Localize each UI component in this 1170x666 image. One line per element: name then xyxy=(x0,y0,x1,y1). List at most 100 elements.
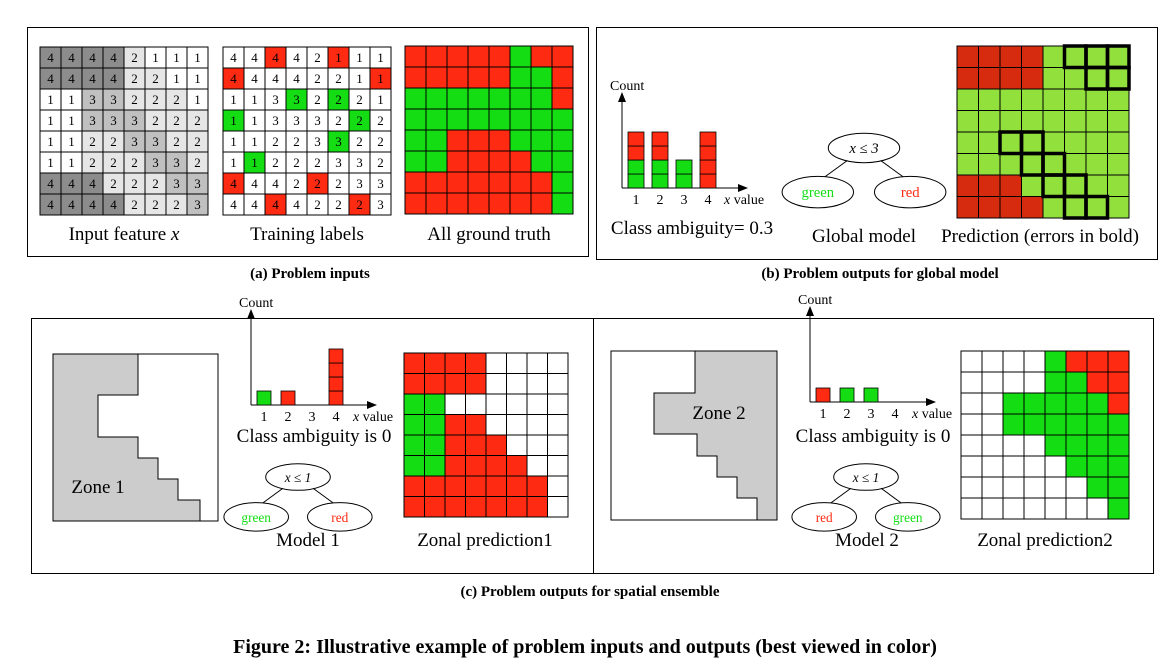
global-prediction-cell xyxy=(956,110,979,133)
global-prediction-cell xyxy=(1064,153,1087,176)
input-feature-value: 2 xyxy=(152,176,159,191)
zone1-tree-edge-right xyxy=(312,487,335,505)
training-label-value: 2 xyxy=(335,92,342,107)
ground-truth-cell xyxy=(509,129,532,152)
zone1-prediction-cell xyxy=(424,352,446,374)
training-label-value: 4 xyxy=(251,71,258,86)
training-label-value: 2 xyxy=(314,92,321,107)
panel-a-frame xyxy=(27,27,589,257)
panel-b-caption: (b) Problem outputs for global model xyxy=(761,266,999,282)
zone1-prediction-cell xyxy=(547,434,569,456)
zone2-prediction-cell xyxy=(1065,455,1088,478)
zone2-histogram-tick: 4 xyxy=(892,407,899,422)
global-prediction-cell xyxy=(1107,67,1130,90)
zone1-prediction-cell xyxy=(506,393,528,415)
zone2-prediction-cell xyxy=(960,455,983,478)
input-feature-value: 4 xyxy=(68,176,75,191)
input-feature-value: 2 xyxy=(131,92,138,107)
global-prediction-cell xyxy=(1085,174,1108,197)
global-histogram-bar-green xyxy=(627,159,645,175)
global-prediction-cell xyxy=(978,110,1001,133)
zone1-prediction-cell xyxy=(424,496,446,518)
training-label-value: 2 xyxy=(335,176,342,191)
training-label-value: 2 xyxy=(335,197,342,212)
training-label-value: 4 xyxy=(272,71,279,86)
global-prediction-cell xyxy=(1042,153,1065,176)
global-prediction-cell xyxy=(999,131,1022,154)
zone2-label: Zone 2 xyxy=(692,403,745,424)
zone1-histogram-tick: 4 xyxy=(333,410,340,425)
zone1-prediction-cell xyxy=(506,455,528,477)
ground-truth-cell xyxy=(551,150,574,173)
zone1-region xyxy=(52,353,201,522)
input-feature-value: 3 xyxy=(131,134,138,149)
zone2-histogram-xlabel-var: x xyxy=(911,407,922,422)
zone2-prediction-cell xyxy=(1107,455,1130,478)
training-label-value: 4 xyxy=(251,50,258,65)
training-label-value: 2 xyxy=(377,113,384,128)
zone2-prediction-cell xyxy=(1044,392,1067,415)
global-histogram-xlabel-var: x xyxy=(723,193,734,208)
input-feature-value: 1 xyxy=(47,134,54,149)
zone2-prediction-cell xyxy=(1023,476,1046,499)
zone2-prediction-cell xyxy=(960,497,983,520)
zone1-prediction-cell xyxy=(506,496,528,518)
zone2-prediction-cell xyxy=(1023,371,1046,394)
global-prediction-cell xyxy=(1107,110,1130,133)
global-prediction-cell xyxy=(1021,110,1044,133)
input-feature-value: 4 xyxy=(47,176,54,191)
input-feature-value: 1 xyxy=(47,155,54,170)
global-prediction-cell xyxy=(1085,67,1108,90)
zone2-prediction-cell xyxy=(1002,350,1025,373)
zone2-prediction-cell xyxy=(1002,455,1025,478)
ground-truth-cell xyxy=(530,129,553,152)
input-feature-value: 1 xyxy=(173,50,180,65)
zone2-prediction-cell xyxy=(1002,434,1025,457)
zone1-prediction-cell xyxy=(526,475,548,497)
training-label-value: 4 xyxy=(251,176,258,191)
zone2-prediction-cell xyxy=(1002,413,1025,436)
input-feature-value: 2 xyxy=(110,155,117,170)
zone1-histogram-bar-red xyxy=(328,362,344,378)
input-feature-value: 3 xyxy=(110,92,117,107)
training-label-value: 2 xyxy=(314,176,321,191)
global-prediction-cell xyxy=(999,45,1022,68)
global-prediction-cell xyxy=(1021,153,1044,176)
global-prediction-error xyxy=(1105,65,1131,91)
zone2-prediction-cell xyxy=(1002,371,1025,394)
input-feature-value: 4 xyxy=(110,50,117,65)
input-feature-value: 1 xyxy=(152,50,159,65)
input-feature-value: 4 xyxy=(89,71,96,86)
training-label-value: 4 xyxy=(230,176,237,191)
zone1-prediction-cell xyxy=(506,434,528,456)
global-histogram-bar-green xyxy=(651,173,669,189)
zone2-prediction-cell xyxy=(1023,413,1046,436)
zone1-prediction-cell xyxy=(465,373,487,395)
zone1-histogram-tick: 1 xyxy=(261,410,268,425)
ground-truth-cell xyxy=(425,150,448,173)
ground-truth-cell xyxy=(530,87,553,110)
global-histogram-bar-red xyxy=(699,145,717,161)
input-feature-value: 1 xyxy=(173,71,180,86)
zone2-prediction-cell xyxy=(1086,497,1109,520)
training-label-value: 1 xyxy=(335,50,342,65)
ground-truth-label: All ground truth xyxy=(427,224,551,245)
global-histogram-tick: 4 xyxy=(705,193,712,208)
global-histogram-bar-green xyxy=(675,159,693,175)
input-feature-value: 1 xyxy=(194,50,201,65)
zone2-prediction-cell xyxy=(1002,497,1025,520)
global-prediction-cell xyxy=(956,196,979,219)
training-label-value: 3 xyxy=(356,176,363,191)
zone1-tree-right-label: red xyxy=(331,510,348,525)
global-histogram-bar-red xyxy=(699,159,717,175)
zone1-prediction-cell xyxy=(403,414,425,436)
zone1-prediction-cell xyxy=(485,475,507,497)
training-label-value: 3 xyxy=(314,113,321,128)
input-feature-value: 4 xyxy=(110,71,117,86)
zone1-prediction-cell xyxy=(547,352,569,374)
zone1-prediction-cell xyxy=(526,496,548,518)
global-prediction-cell xyxy=(1064,67,1087,90)
zone1-prediction-cell xyxy=(403,352,425,374)
training-label-value: 2 xyxy=(314,50,321,65)
zone2-prediction-cell xyxy=(1023,350,1046,373)
